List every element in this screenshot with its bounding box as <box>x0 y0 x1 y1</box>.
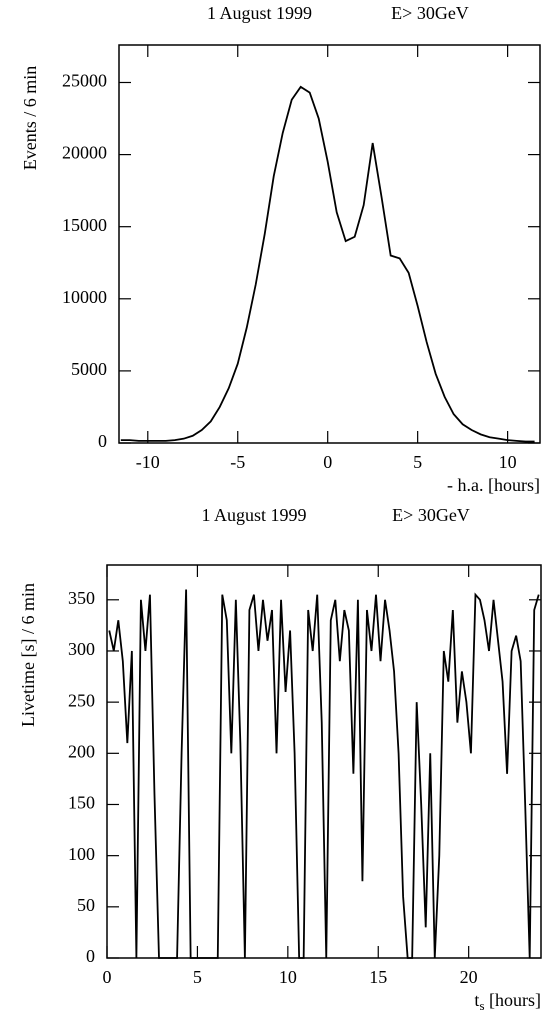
chart-title: 1 August 1999 <box>207 3 312 23</box>
y-tick-label: 50 <box>77 895 95 915</box>
x-tick-label: 20 <box>460 967 478 987</box>
x-tick-label: -10 <box>136 452 160 472</box>
x-tick-label: 15 <box>369 967 387 987</box>
y-tick-label: 350 <box>68 588 95 608</box>
x-axis-label-sub: s <box>479 998 484 1013</box>
x-tick-label: 10 <box>499 452 517 472</box>
plot-frame <box>118 44 541 444</box>
data-line <box>120 85 535 443</box>
y-tick-label: 10000 <box>62 287 107 307</box>
y-tick-label: 15000 <box>62 215 107 235</box>
y-tick-label: 25000 <box>62 71 107 91</box>
y-axis-label: Livetime [s] / 6 min <box>18 583 38 727</box>
x-axis-label-main: t <box>474 990 479 1010</box>
y-tick-label: 0 <box>98 431 107 451</box>
x-axis-label-rest: [hours] <box>485 990 542 1010</box>
x-tick-label: 5 <box>193 967 202 987</box>
y-tick-label: 100 <box>68 844 95 864</box>
x-tick-label: 10 <box>279 967 297 987</box>
y-tick-label: 250 <box>68 690 95 710</box>
plot-frame <box>106 564 542 959</box>
x-tick-label: 5 <box>413 452 422 472</box>
y-tick-label: 0 <box>86 946 95 966</box>
y-tick-label: 300 <box>68 639 95 659</box>
y-tick-label: 20000 <box>62 143 107 163</box>
x-axis-label: ts [hours] <box>474 990 541 1013</box>
y-tick-label: 5000 <box>71 359 107 379</box>
y-tick-label: 150 <box>68 793 95 813</box>
chart-subtitle: E> 30GeV <box>391 3 469 23</box>
x-tick-label: 0 <box>103 967 112 987</box>
y-axis-label: Events / 6 min <box>20 66 40 171</box>
chart-subtitle: E> 30GeV <box>392 505 470 525</box>
chart-title: 1 August 1999 <box>201 505 306 525</box>
y-tick-label: 200 <box>68 741 95 761</box>
x-axis-label: - h.a. [hours] <box>447 475 540 495</box>
x-tick-label: 0 <box>323 452 332 472</box>
data-line <box>108 589 540 959</box>
x-tick-label: -5 <box>230 452 245 472</box>
